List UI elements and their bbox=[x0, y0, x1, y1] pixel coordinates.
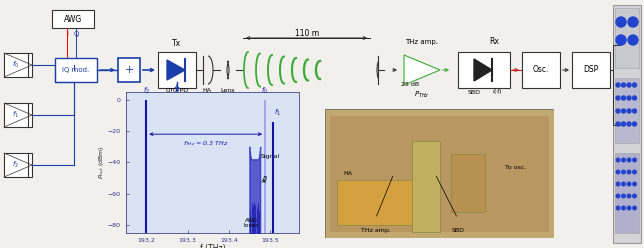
Circle shape bbox=[621, 170, 625, 174]
Y-axis label: $P_{out}$ (dBm): $P_{out}$ (dBm) bbox=[97, 146, 106, 179]
Circle shape bbox=[621, 109, 625, 113]
Text: To osc.: To osc. bbox=[505, 165, 526, 170]
Circle shape bbox=[627, 170, 631, 174]
Circle shape bbox=[616, 17, 626, 27]
Polygon shape bbox=[167, 60, 185, 80]
Text: 110 m: 110 m bbox=[295, 30, 319, 38]
Circle shape bbox=[616, 83, 620, 87]
Text: Osc.: Osc. bbox=[533, 65, 549, 74]
Circle shape bbox=[616, 170, 620, 174]
Circle shape bbox=[632, 194, 636, 198]
Text: $f_{THz}$ = 0.3 THz: $f_{THz}$ = 0.3 THz bbox=[183, 139, 229, 148]
Text: HA: HA bbox=[343, 171, 352, 176]
Circle shape bbox=[632, 158, 636, 162]
Text: $f_0$: $f_0$ bbox=[261, 86, 269, 96]
Circle shape bbox=[632, 109, 636, 113]
Bar bbox=[158, 52, 196, 88]
Text: I: I bbox=[66, 31, 68, 37]
Bar bbox=[458, 52, 510, 88]
Text: $f_2$: $f_2$ bbox=[12, 160, 19, 170]
Circle shape bbox=[627, 182, 631, 186]
Text: SBD: SBD bbox=[451, 228, 464, 233]
Text: $f_2$: $f_2$ bbox=[143, 86, 150, 96]
Text: $f_1$: $f_1$ bbox=[12, 110, 19, 120]
Text: IQ mod.: IQ mod. bbox=[62, 67, 90, 73]
Bar bbox=[52, 10, 94, 28]
Circle shape bbox=[621, 182, 625, 186]
Text: Lens: Lens bbox=[221, 88, 235, 93]
Polygon shape bbox=[474, 59, 492, 81]
Bar bbox=[522, 52, 560, 88]
Circle shape bbox=[621, 122, 625, 126]
Bar bbox=[572, 52, 610, 88]
Circle shape bbox=[616, 122, 620, 126]
Text: DSP: DSP bbox=[583, 65, 599, 74]
Text: Rx: Rx bbox=[489, 37, 499, 47]
Bar bbox=[4, 103, 32, 127]
Text: 25 dB: 25 dB bbox=[401, 82, 419, 87]
Circle shape bbox=[628, 35, 638, 45]
X-axis label: f (THz): f (THz) bbox=[200, 244, 225, 248]
Circle shape bbox=[627, 83, 631, 87]
Bar bbox=[615, 8, 639, 68]
Text: AWG: AWG bbox=[64, 14, 82, 24]
Circle shape bbox=[627, 158, 631, 162]
Text: HA: HA bbox=[202, 88, 211, 93]
Circle shape bbox=[616, 109, 620, 113]
Circle shape bbox=[621, 83, 625, 87]
Circle shape bbox=[627, 109, 631, 113]
Text: $i(t)$: $i(t)$ bbox=[492, 88, 502, 96]
Text: THz amp.: THz amp. bbox=[361, 228, 390, 233]
Circle shape bbox=[621, 158, 625, 162]
Circle shape bbox=[621, 96, 625, 100]
Circle shape bbox=[632, 170, 636, 174]
Text: AWG
tones: AWG tones bbox=[244, 217, 259, 228]
Circle shape bbox=[627, 96, 631, 100]
Text: Tx: Tx bbox=[173, 39, 182, 49]
Text: $P_{THz}$: $P_{THz}$ bbox=[414, 90, 430, 100]
Circle shape bbox=[627, 122, 631, 126]
Circle shape bbox=[632, 122, 636, 126]
Bar bbox=[337, 180, 417, 225]
Circle shape bbox=[616, 158, 620, 162]
Bar bbox=[412, 141, 439, 232]
Circle shape bbox=[628, 17, 638, 27]
Circle shape bbox=[621, 194, 625, 198]
Bar bbox=[55, 58, 97, 82]
Circle shape bbox=[627, 206, 631, 210]
Text: SBD: SBD bbox=[468, 90, 480, 94]
Bar bbox=[4, 53, 32, 77]
Circle shape bbox=[632, 83, 636, 87]
Circle shape bbox=[627, 194, 631, 198]
Bar bbox=[451, 154, 486, 212]
Bar bbox=[615, 153, 639, 233]
Circle shape bbox=[616, 35, 626, 45]
Bar bbox=[615, 78, 639, 143]
Text: $f_1$: $f_1$ bbox=[274, 108, 281, 119]
Circle shape bbox=[621, 206, 625, 210]
Text: UTC-PD: UTC-PD bbox=[166, 88, 189, 93]
Circle shape bbox=[616, 182, 620, 186]
Text: +: + bbox=[124, 65, 134, 75]
Circle shape bbox=[632, 182, 636, 186]
Text: $f_0$: $f_0$ bbox=[12, 60, 20, 70]
Text: $B$: $B$ bbox=[261, 174, 268, 182]
Text: Signal: Signal bbox=[261, 154, 280, 159]
Bar bbox=[4, 153, 32, 177]
Circle shape bbox=[616, 194, 620, 198]
Circle shape bbox=[632, 96, 636, 100]
Polygon shape bbox=[404, 55, 440, 85]
Bar bbox=[613, 5, 641, 243]
Circle shape bbox=[616, 96, 620, 100]
Bar bbox=[118, 58, 140, 82]
Circle shape bbox=[632, 206, 636, 210]
Text: THz amp.: THz amp. bbox=[406, 39, 439, 45]
Text: Q: Q bbox=[73, 31, 79, 37]
Circle shape bbox=[616, 206, 620, 210]
